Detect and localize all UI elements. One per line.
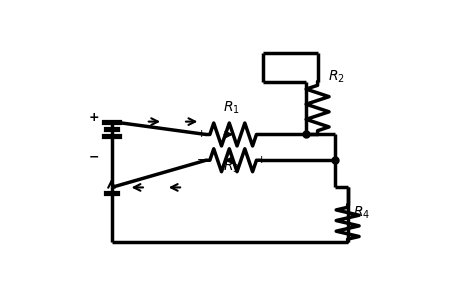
- Text: −: −: [89, 151, 99, 164]
- Text: −: −: [257, 129, 266, 140]
- Text: −: −: [197, 155, 206, 165]
- Text: $R_2$: $R_2$: [327, 69, 344, 86]
- Text: $R_4$: $R_4$: [353, 205, 370, 221]
- Text: +: +: [197, 129, 206, 140]
- Text: +: +: [89, 111, 99, 124]
- Text: +: +: [257, 155, 266, 165]
- Text: $R_1$: $R_1$: [223, 99, 239, 116]
- Text: $R_3$: $R_3$: [223, 158, 239, 175]
